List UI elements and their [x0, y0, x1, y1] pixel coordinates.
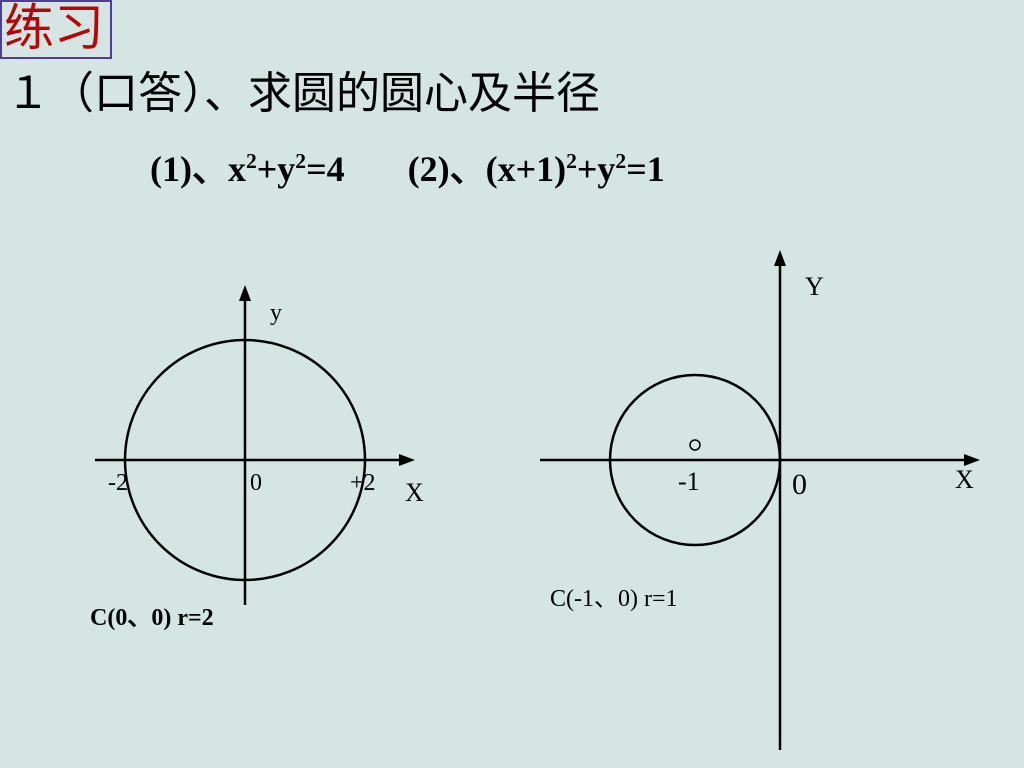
chart1-y-label: y	[270, 300, 282, 327]
eq1-x: x	[228, 149, 246, 189]
chart1-tick-pos2: +2	[350, 470, 376, 497]
chart2-y-label: Y	[805, 272, 824, 302]
slide: { "background_color": "#d5e5e4", "title"…	[0, 0, 1024, 768]
chart2-x-label: X	[955, 465, 974, 495]
eq2-y: +y	[577, 149, 616, 189]
chart2-answer: C(-1、0) r=1	[550, 578, 678, 613]
eq1-x-sup: 2	[246, 149, 257, 173]
question-prompt: １（口答）、求圆的圆心及半径	[6, 70, 600, 118]
eq2-y-sup: 2	[615, 149, 626, 173]
eq2-rhs: =1	[626, 149, 665, 189]
chart2-tick-neg1: -1	[678, 467, 700, 497]
chart1-tick-0: 0	[250, 470, 262, 497]
chart1-x-label: X	[405, 478, 424, 508]
chart2-origin-label: 0	[792, 468, 807, 502]
chart1-answer: C(0、0) r=2	[90, 597, 214, 632]
chart2-axes	[510, 245, 990, 755]
eq1-index: (1)、	[150, 149, 228, 189]
eq1-y: +y	[257, 149, 296, 189]
equations-line: (1)、x2+y2=4 (2)、(x+1)2+y2=1	[150, 140, 665, 192]
eq2-x: (x+1)	[486, 149, 567, 189]
eq1-y-sup: 2	[295, 149, 306, 173]
chart1-axes	[85, 275, 425, 605]
eq2-index: (2)、	[408, 149, 486, 189]
eq2-x-sup: 2	[566, 149, 577, 173]
section-title: 练习	[4, 0, 104, 56]
eq1-rhs: =4	[306, 149, 345, 189]
section-title-box: 练习	[0, 0, 112, 59]
chart1-tick-neg2: -2	[108, 470, 128, 497]
